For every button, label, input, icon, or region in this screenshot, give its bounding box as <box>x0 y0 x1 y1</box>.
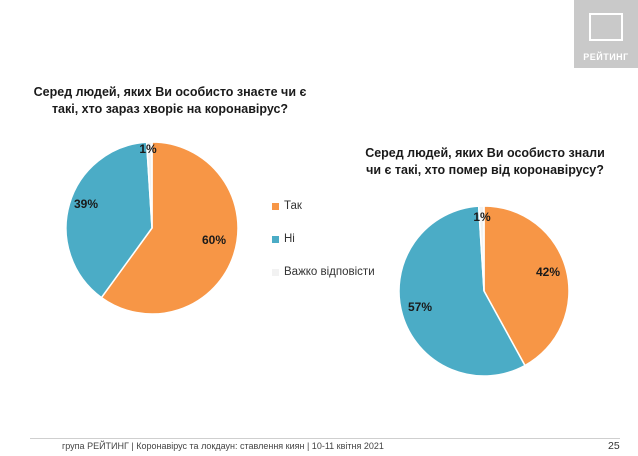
brand-logo: РЕЙТИНГ <box>574 0 638 68</box>
pie1-slice-yes <box>100 141 239 315</box>
pie1-label-yes: 60% <box>202 233 226 247</box>
pie-chart-1: 60% 39% 1% <box>65 141 239 315</box>
legend-swatch-yes <box>272 202 279 210</box>
legend-swatch-no <box>272 235 279 243</box>
pie2-label-no: 57% <box>408 300 432 314</box>
chart1-title: Серед людей, яких Ви особисто знаєте чи … <box>33 85 307 116</box>
legend-item-yes: Так <box>272 198 375 214</box>
pie1-label-hard: 1% <box>139 142 157 156</box>
footer-divider <box>30 438 620 439</box>
pie2-label-hard: 1% <box>473 210 491 224</box>
chart2-title: Серед людей, яких Ви особисто знали чи є… <box>365 146 605 177</box>
legend: Так Ні Важко відповісти <box>272 198 375 297</box>
pie2-label-yes: 42% <box>536 265 560 279</box>
pie1-slice-no <box>65 141 153 299</box>
page-number: 25 <box>608 440 620 452</box>
pie1-label-no: 39% <box>74 197 98 211</box>
pie2-slice-yes <box>483 205 570 367</box>
legend-label-hard: Важко відповісти <box>284 266 375 278</box>
legend-label-yes: Так <box>284 200 302 212</box>
pie-chart-2: 42% 57% 1% <box>398 205 570 377</box>
legend-swatch-hard <box>272 268 279 276</box>
logo-text: РЕЙТИНГ <box>583 52 629 62</box>
legend-item-hard: Важко відповісти <box>272 264 375 280</box>
pie1-slice-hard <box>145 141 153 229</box>
legend-item-no: Ні <box>272 231 375 247</box>
logo-mark-icon <box>589 13 623 41</box>
pie2-slice-no <box>398 205 526 377</box>
footer-text: група РЕЙТИНГ | Коронавірус та локдаун: … <box>62 441 384 451</box>
legend-label-no: Ні <box>284 233 295 245</box>
pie2-slice-hard <box>477 205 485 292</box>
